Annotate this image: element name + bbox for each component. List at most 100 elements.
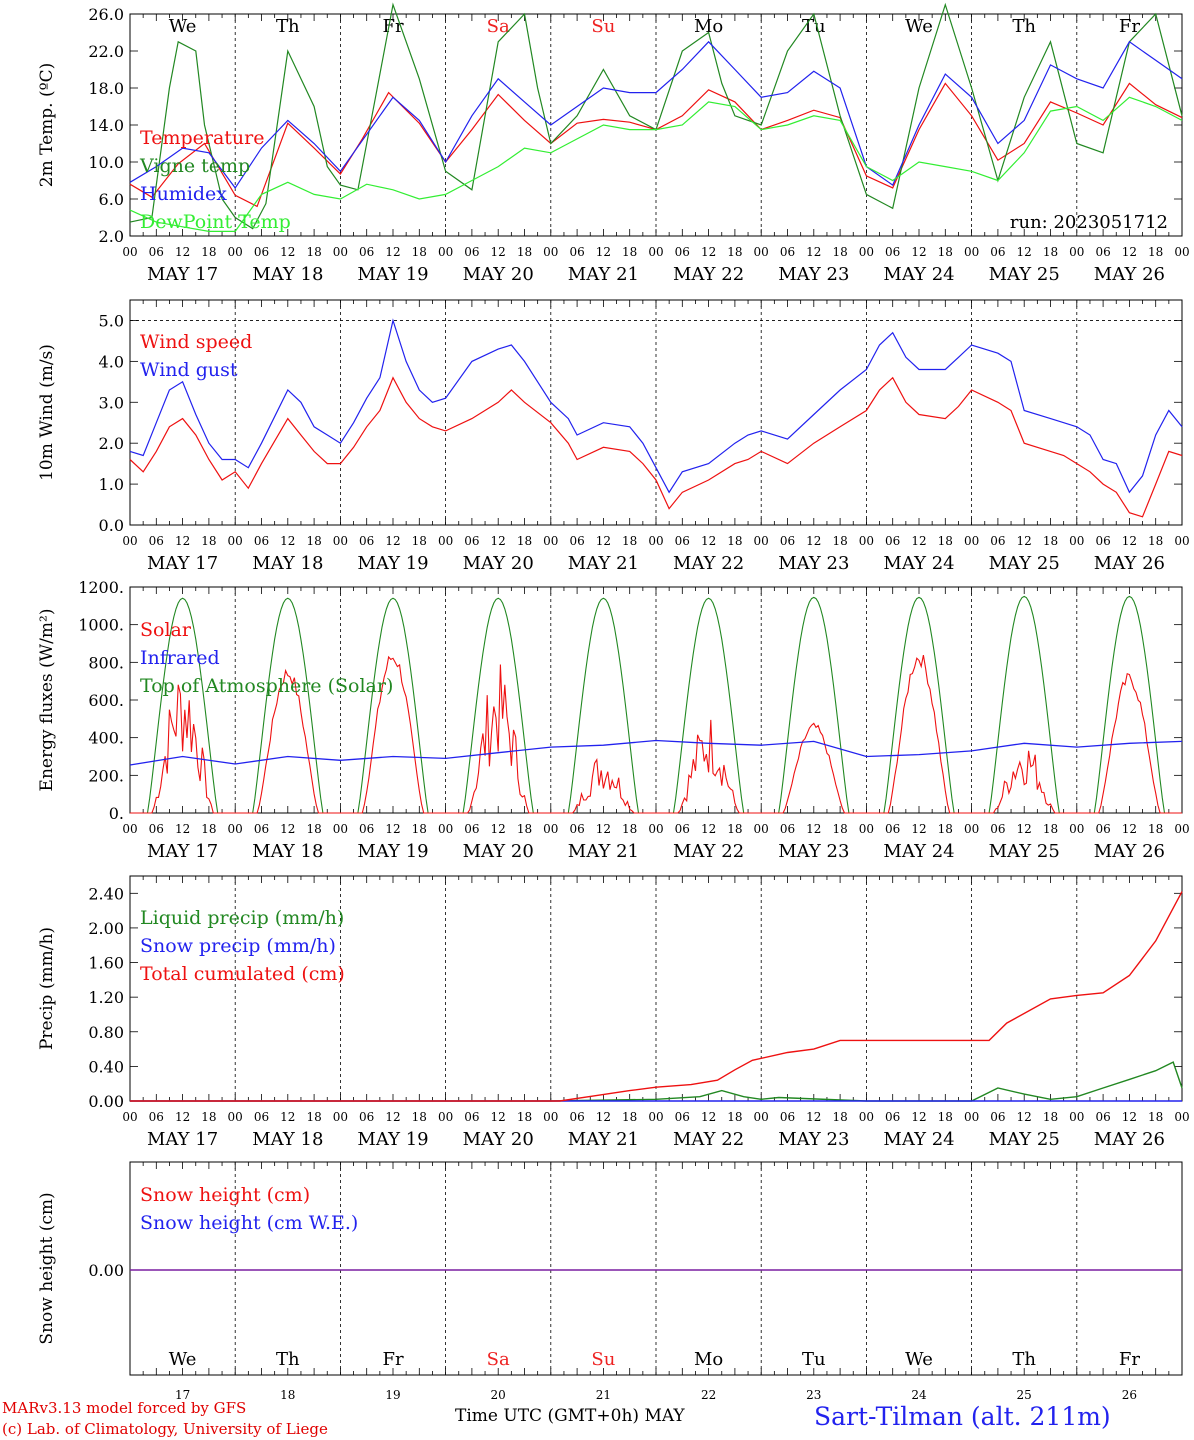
hour-tick-label: 00 xyxy=(122,534,137,548)
y-axis-label: Snow height (cm) xyxy=(37,1192,57,1344)
day-label: MAY 26 xyxy=(1094,264,1165,285)
day-label: MAY 18 xyxy=(252,264,323,285)
day-label: MAY 24 xyxy=(883,264,954,285)
hour-tick-label: 12 xyxy=(280,245,295,259)
hour-tick-label: 00 xyxy=(648,1110,663,1124)
hour-tick-label: 00 xyxy=(754,1110,769,1124)
hour-tick-label: 12 xyxy=(385,1110,400,1124)
hour-tick-label: 00 xyxy=(964,1110,979,1124)
hour-tick-label: 12 xyxy=(701,534,716,548)
day-label: MAY 19 xyxy=(357,264,428,285)
hour-tick-label: 12 xyxy=(175,1110,190,1124)
hour-tick-label: 12 xyxy=(1122,534,1137,548)
y-tick-label: 0.40 xyxy=(88,1057,124,1076)
hour-tick-label: 00 xyxy=(1174,245,1189,259)
hour-tick-label: 18 xyxy=(1148,822,1163,836)
hour-tick-label: 00 xyxy=(859,534,874,548)
hour-tick-label: 18 xyxy=(412,245,427,259)
hour-tick-label: 12 xyxy=(1017,1110,1032,1124)
day-number-label: 18 xyxy=(280,1388,295,1402)
hour-tick-label: 06 xyxy=(359,822,374,836)
hour-tick-label: 06 xyxy=(780,245,795,259)
hour-tick-label: 00 xyxy=(333,822,348,836)
y-tick-label: 18.0 xyxy=(88,79,124,98)
day-number-label: 21 xyxy=(596,1388,611,1402)
day-label: MAY 24 xyxy=(883,841,954,862)
weekday-label: Mo xyxy=(694,16,723,37)
y-tick-label: 3.0 xyxy=(99,393,124,412)
legend-total-cumulated-cm-: Total cumulated (cm) xyxy=(140,963,345,985)
hour-tick-label: 18 xyxy=(517,1110,532,1124)
hour-tick-label: 00 xyxy=(754,534,769,548)
hour-tick-label: 06 xyxy=(149,822,164,836)
day-label: MAY 17 xyxy=(147,1129,218,1150)
day-label: MAY 18 xyxy=(252,841,323,862)
day-label: MAY 25 xyxy=(989,841,1060,862)
hour-tick-label: 18 xyxy=(938,534,953,548)
hour-tick-label: 00 xyxy=(648,534,663,548)
hour-tick-label: 12 xyxy=(1017,534,1032,548)
day-label: MAY 20 xyxy=(463,1129,534,1150)
legend-dewpoint-temp: DewPoint Temp xyxy=(140,211,291,233)
y-tick-label: 2.00 xyxy=(88,919,124,938)
weekday-label: Fr xyxy=(1119,16,1140,37)
legend-wind-gust: Wind gust xyxy=(140,359,238,381)
y-axis-label: Energy fluxes (W/m²) xyxy=(37,609,57,792)
day-number-label: 22 xyxy=(701,1388,716,1402)
y-tick-label: 22.0 xyxy=(88,42,124,61)
day-label: MAY 25 xyxy=(989,264,1060,285)
x-axis-title: Time UTC (GMT+0h) MAY xyxy=(455,1406,685,1426)
y-tick-label: 6.0 xyxy=(99,190,124,209)
day-number-label: 24 xyxy=(911,1388,927,1402)
hour-tick-label: 12 xyxy=(911,245,926,259)
hour-tick-label: 06 xyxy=(569,822,584,836)
hour-tick-label: 12 xyxy=(806,534,821,548)
footer-lab-credit: (c) Lab. of Climatology, University of L… xyxy=(2,1420,328,1438)
y-tick-label: 1.0 xyxy=(99,475,124,494)
day-label: MAY 22 xyxy=(673,553,744,574)
run-label: run: 2023051712 xyxy=(1010,212,1168,233)
station-name: Sart-Tilman (alt. 211m) xyxy=(814,1402,1111,1431)
hour-tick-label: 06 xyxy=(359,1110,374,1124)
hour-tick-label: 18 xyxy=(1043,534,1058,548)
y-tick-label: 10.0 xyxy=(88,153,124,172)
hour-tick-label: 00 xyxy=(438,1110,453,1124)
hour-tick-label: 12 xyxy=(491,1110,506,1124)
y-axis-label: 2m Temp. (ºC) xyxy=(37,63,57,188)
hour-tick-label: 06 xyxy=(1095,245,1110,259)
panel-2: 00 06 12 18 00 06 12 18 00 06 12 18 00 06 12 18 00 06 12 18… xyxy=(37,299,1190,574)
series-line-vigne-temp xyxy=(129,2,1183,230)
day-label: MAY 19 xyxy=(357,553,428,574)
hour-tick-label: 18 xyxy=(727,1110,742,1124)
y-tick-label: 4.0 xyxy=(99,352,124,371)
day-label: MAY 26 xyxy=(1094,841,1165,862)
y-tick-label: 0. xyxy=(109,804,124,823)
hour-tick-label: 00 xyxy=(1174,822,1189,836)
day-label: MAY 26 xyxy=(1094,1129,1165,1150)
hour-tick-label: 18 xyxy=(1043,1110,1058,1124)
hour-tick-label: 06 xyxy=(464,245,479,259)
hour-tick-label: 00 xyxy=(859,245,874,259)
series-line-wind-speed xyxy=(129,376,1183,518)
hour-tick-label: 06 xyxy=(675,822,690,836)
weekday-label: We xyxy=(169,16,197,37)
hour-tick-label: 00 xyxy=(859,1110,874,1124)
weekday-label: Tu xyxy=(802,1349,826,1370)
day-label: MAY 18 xyxy=(252,1129,323,1150)
legend-snow-height-cm-w-e-: Snow height (cm W.E.) xyxy=(140,1212,358,1234)
hour-tick-label: 06 xyxy=(359,534,374,548)
hour-tick-label: 12 xyxy=(911,822,926,836)
panel-4: 00 06 12 18 00 06 12 18 00 06 12 18 00 06 12 18 00 06 12 18… xyxy=(37,875,1190,1150)
hour-tick-label: 06 xyxy=(990,1110,1005,1124)
hour-tick-label: 06 xyxy=(464,1110,479,1124)
hour-tick-label: 06 xyxy=(885,534,900,548)
weekday-label: Su xyxy=(591,16,615,37)
y-tick-label: 2.40 xyxy=(88,884,124,903)
hour-tick-label: 12 xyxy=(280,1110,295,1124)
hour-tick-label: 18 xyxy=(727,245,742,259)
day-label: MAY 24 xyxy=(883,553,954,574)
hour-tick-label: 12 xyxy=(280,534,295,548)
day-label: MAY 17 xyxy=(147,841,218,862)
hour-tick-label: 12 xyxy=(596,245,611,259)
hour-tick-label: 00 xyxy=(333,245,348,259)
